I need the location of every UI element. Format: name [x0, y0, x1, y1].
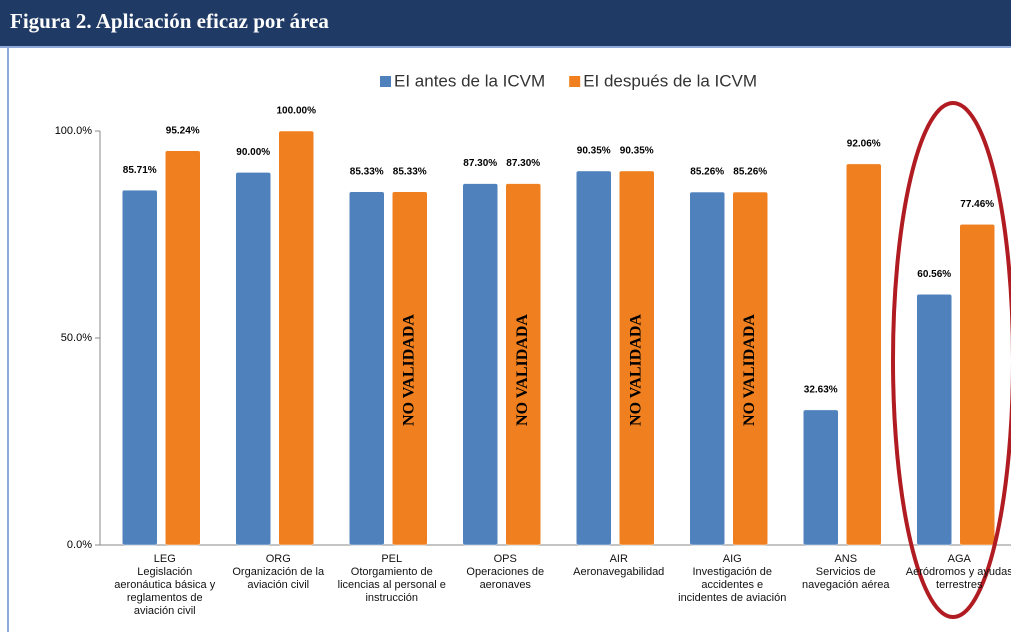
data-label: 85.26%: [733, 167, 767, 178]
category-name: Servicios de navegación aérea: [802, 566, 890, 591]
data-label: 92.06%: [847, 139, 881, 150]
data-label: 85.33%: [350, 166, 384, 177]
annotation: NO VALIDADA: [627, 314, 644, 426]
bar: [846, 163, 882, 546]
data-label: 85.26%: [690, 167, 724, 178]
x-tick-label: PEL Otorgamiento de licencias al personal…: [336, 553, 448, 605]
annotation: NO VALIDADA: [514, 314, 531, 426]
category-name: Operaciones de aeronaves: [466, 566, 545, 591]
category-code: ORG: [265, 553, 291, 565]
bar: [732, 191, 768, 546]
bar: [122, 189, 158, 546]
data-label: 77.46%: [960, 199, 994, 210]
bar: [803, 409, 839, 546]
bar: [576, 170, 612, 546]
category-code: LEG: [153, 553, 176, 565]
data-label: 32.63%: [804, 385, 838, 396]
x-tick-label: AIG Investigación de accidentes e inciden…: [676, 553, 788, 605]
data-label: 95.24%: [166, 125, 200, 136]
annotation: NO VALIDADA: [741, 314, 758, 426]
category-code: AIR: [609, 553, 628, 565]
data-label: 100.00%: [277, 106, 317, 117]
category-code: AGA: [947, 553, 971, 565]
bar: [392, 191, 428, 546]
x-tick-label: ANS Servicios de navegación aérea: [790, 553, 902, 592]
category-name: Aeródromos y ayudas terrestres: [905, 566, 1011, 591]
bar: [349, 191, 385, 546]
annotation: NO VALIDADA: [400, 314, 417, 426]
category-name: Aeronavegabilidad: [573, 566, 665, 578]
data-label: 85.33%: [393, 166, 427, 177]
y-tick-label: 100.0%: [55, 125, 93, 137]
data-label: 87.30%: [463, 158, 497, 169]
x-tick-label: LEG Legislación aeronáutica básica y regl…: [109, 553, 221, 618]
legend-swatch: [569, 76, 581, 87]
data-label: 90.35%: [577, 146, 611, 157]
x-tick-label: ORG Organización de la aviación civil: [222, 553, 334, 592]
legend-swatch: [380, 76, 391, 87]
x-tick-label: OPS Operaciones de aeronaves: [449, 553, 561, 592]
x-tick-label: AGA Aeródromos y ayudas terrestres: [903, 553, 1011, 592]
y-tick-label: 50.0%: [61, 332, 92, 344]
category-name: Otorgamiento de licencias al personal e …: [337, 566, 446, 604]
data-label: 90.35%: [620, 146, 654, 157]
y-tick-label: 0.0%: [67, 539, 92, 551]
bar: [916, 294, 952, 546]
bar: [278, 130, 314, 546]
bar: [689, 191, 725, 546]
bar: [165, 150, 201, 546]
category-name: Investigación de accidentes e incidentes…: [678, 566, 787, 604]
bar: [235, 172, 271, 546]
highlight-ellipse: [891, 101, 1011, 619]
x-tick-label: AIR Aeronavegabilidad: [563, 553, 675, 579]
data-label: 85.71%: [123, 165, 157, 176]
data-label: 60.56%: [917, 269, 951, 280]
category-code: AIG: [722, 553, 742, 565]
data-label: 90.00%: [236, 147, 270, 158]
category-code: ANS: [834, 553, 858, 565]
title-bar: Figura 2. Aplicación eficaz por área: [0, 0, 1011, 48]
bar: [462, 183, 498, 546]
bar: [959, 224, 995, 546]
bar: [505, 183, 541, 546]
category-code: OPS: [493, 553, 517, 565]
bar: [619, 170, 655, 546]
category-code: PEL: [381, 553, 403, 565]
data-label: 87.30%: [506, 158, 540, 169]
category-name: Organización de la aviación civil: [232, 566, 325, 591]
title: Figura 2. Aplicación eficaz por área: [10, 9, 329, 33]
legend-label: EI después de la ICVM: [583, 71, 757, 90]
category-name: Legislación aeronáutica básica y reglame…: [114, 566, 216, 617]
legend-label: EI antes de la ICVM: [394, 71, 545, 90]
